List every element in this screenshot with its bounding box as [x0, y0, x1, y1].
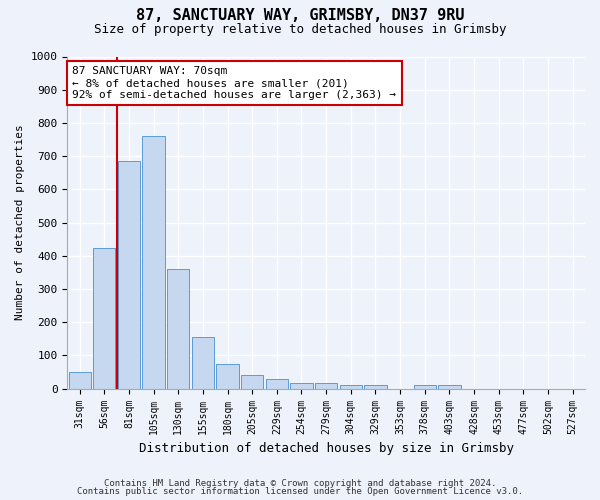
Bar	[290, 382, 313, 388]
Bar	[142, 136, 164, 388]
Bar	[364, 386, 386, 388]
Bar	[167, 269, 190, 388]
X-axis label: Distribution of detached houses by size in Grimsby: Distribution of detached houses by size …	[139, 442, 514, 455]
Text: Contains public sector information licensed under the Open Government Licence v3: Contains public sector information licen…	[77, 487, 523, 496]
Y-axis label: Number of detached properties: Number of detached properties	[15, 124, 25, 320]
Text: 87, SANCTUARY WAY, GRIMSBY, DN37 9RU: 87, SANCTUARY WAY, GRIMSBY, DN37 9RU	[136, 8, 464, 22]
Bar	[439, 386, 461, 388]
Bar	[93, 248, 115, 388]
Text: Size of property relative to detached houses in Grimsby: Size of property relative to detached ho…	[94, 22, 506, 36]
Bar	[266, 380, 288, 388]
Bar	[217, 364, 239, 388]
Bar	[192, 337, 214, 388]
Bar	[68, 372, 91, 388]
Text: Contains HM Land Registry data © Crown copyright and database right 2024.: Contains HM Land Registry data © Crown c…	[104, 478, 496, 488]
Bar	[241, 376, 263, 388]
Bar	[118, 161, 140, 388]
Text: 87 SANCTUARY WAY: 70sqm
← 8% of detached houses are smaller (201)
92% of semi-de: 87 SANCTUARY WAY: 70sqm ← 8% of detached…	[73, 66, 397, 100]
Bar	[340, 386, 362, 388]
Bar	[413, 386, 436, 388]
Bar	[315, 382, 337, 388]
